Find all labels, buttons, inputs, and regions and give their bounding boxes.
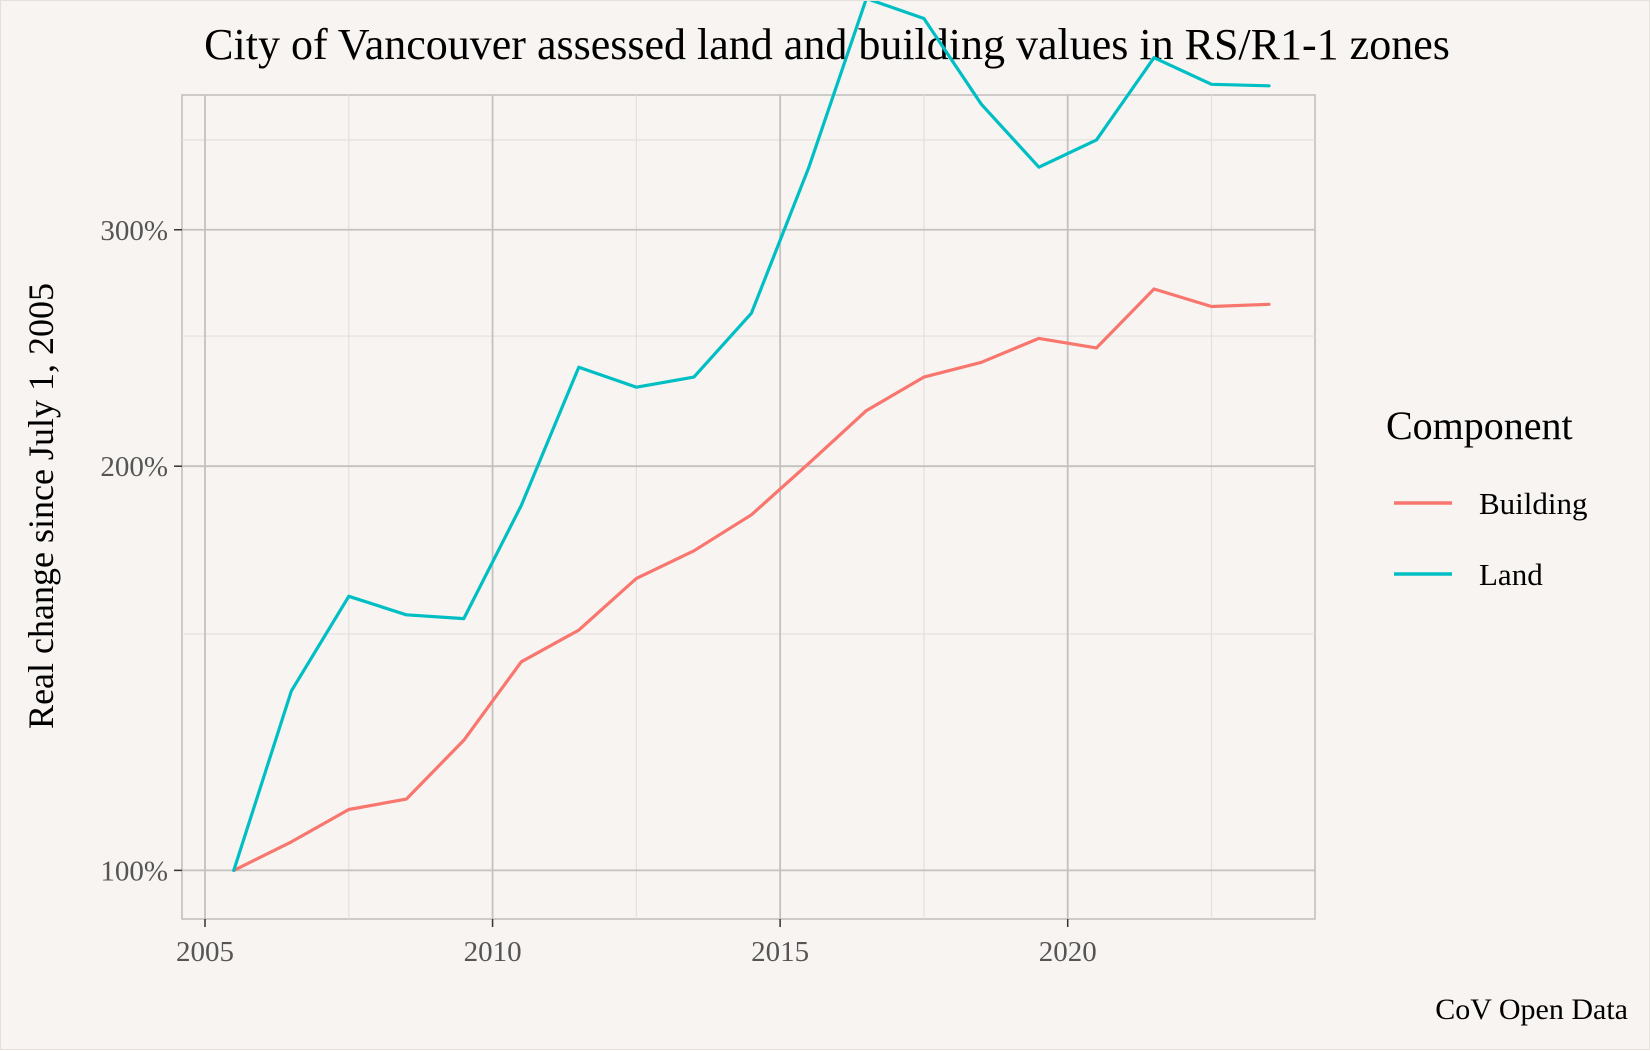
legend: Building Land [1394,486,1588,592]
major-gridlines [182,95,1315,919]
x-tick-label-2: 2015 [751,936,809,968]
y-tick-label-0: 100% [100,855,168,887]
x-tick-label-0: 2005 [176,936,234,968]
y-tick-label-1: 200% [100,451,168,483]
series-lines [232,1,1271,873]
legend-label-building: Building [1479,486,1588,521]
y-axis-ticks: 100% 200% 300% [100,215,182,887]
x-tick-label-3: 2020 [1039,936,1097,968]
legend-title: Component [1386,403,1573,448]
chart-caption: CoV Open Data [1435,993,1628,1026]
y-axis-title: Real change since July 1, 2005 [21,283,61,729]
minor-gridlines [182,95,1315,919]
legend-label-land: Land [1479,557,1543,592]
series-line-land [232,1,1271,873]
chart-title: City of Vancouver assessed land and buil… [204,20,1450,69]
x-axis-ticks: 2005 2010 2015 2020 [176,919,1097,968]
y-tick-label-2: 300% [100,215,168,247]
series-line-building [232,287,1271,873]
plot-panel [181,94,1316,920]
x-tick-label-1: 2010 [464,936,522,968]
